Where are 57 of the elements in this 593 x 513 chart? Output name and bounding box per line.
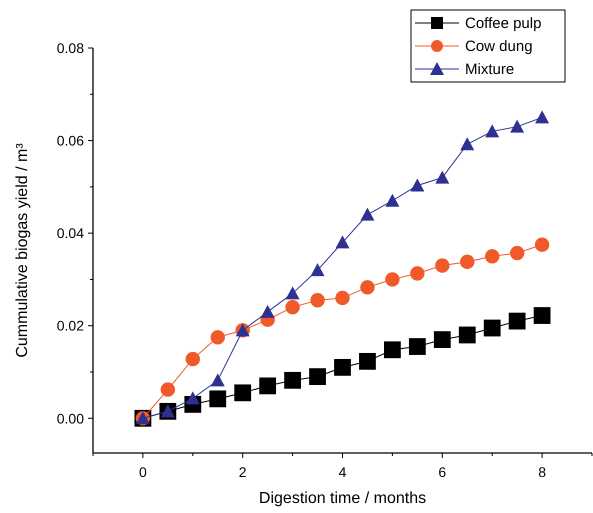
point [360, 208, 374, 221]
legend-label: Mixture [465, 61, 514, 78]
y-axis-title: Cummulative biogas yield / m³ [14, 142, 31, 358]
point [160, 382, 176, 397]
point [435, 258, 450, 273]
y-tick-label: 0.02 [56, 318, 84, 334]
point [434, 331, 451, 348]
point [359, 352, 376, 370]
point [285, 300, 300, 314]
x-tick-label: 0 [139, 464, 147, 480]
point [336, 235, 350, 248]
point [284, 372, 301, 389]
x-tick-label: 4 [338, 464, 347, 480]
point [385, 272, 400, 287]
x-tick-label: 8 [538, 464, 546, 480]
point [310, 263, 325, 276]
point [360, 280, 375, 294]
point [410, 178, 424, 192]
point [209, 390, 226, 408]
point [460, 254, 474, 270]
point [259, 377, 276, 394]
point [458, 326, 476, 344]
y-tick-label: 0.06 [56, 132, 84, 149]
x-axis-title: Digestion time / months [258, 490, 426, 507]
point [286, 286, 300, 300]
legend-label: Coffee pulp [465, 15, 542, 32]
point [335, 290, 350, 306]
x-tick-label: 6 [438, 464, 446, 480]
y-tick-label: 0.08 [56, 40, 84, 56]
point [186, 352, 200, 366]
point [535, 110, 550, 124]
point [310, 293, 325, 308]
point [408, 338, 426, 355]
point [384, 341, 401, 358]
point [435, 170, 450, 184]
point [485, 249, 500, 264]
point [210, 330, 225, 344]
point [309, 368, 326, 386]
legend-label: Cow dung [465, 38, 533, 55]
point [510, 246, 524, 260]
point [234, 384, 252, 402]
y-tick-label: 0.00 [56, 410, 84, 426]
point [186, 391, 200, 404]
y-tick-label: 0.04 [56, 225, 84, 242]
point [534, 307, 550, 324]
point [410, 266, 425, 281]
point [510, 120, 524, 133]
point [385, 194, 400, 207]
x-tick-label: 2 [238, 464, 247, 480]
point [485, 124, 500, 138]
point [260, 304, 275, 318]
point [460, 137, 474, 150]
point [484, 320, 501, 336]
point [334, 358, 351, 376]
point [534, 238, 550, 252]
point [508, 312, 526, 330]
point [210, 373, 225, 386]
